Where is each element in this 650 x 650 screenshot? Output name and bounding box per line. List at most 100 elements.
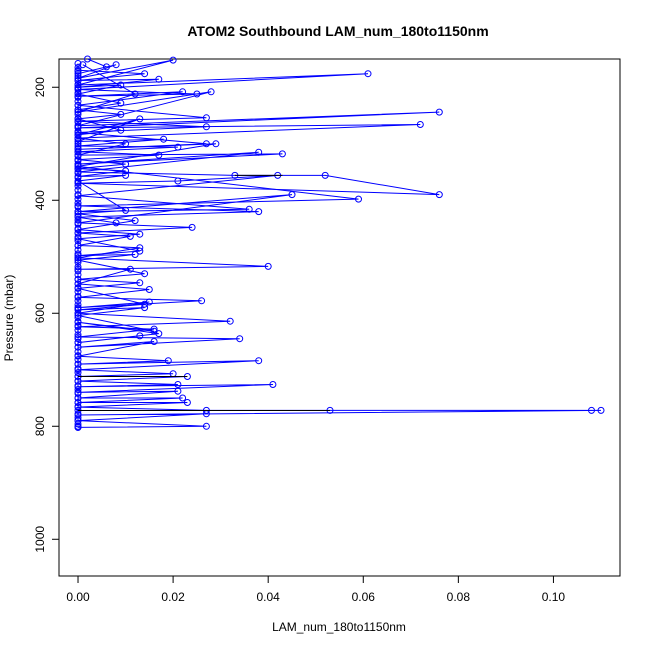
data-point — [74, 226, 82, 234]
data-point — [74, 83, 82, 91]
y-tick-label: 1000 — [33, 526, 47, 553]
data-point — [74, 129, 82, 136]
data-point — [74, 399, 82, 406]
data-point — [141, 300, 149, 308]
plot-frame — [58, 58, 621, 577]
data-point — [74, 173, 82, 180]
data-point — [74, 242, 82, 249]
data-point — [74, 177, 82, 185]
data-point — [74, 101, 82, 109]
x-tick-label: 0.00 — [66, 590, 90, 604]
data-point — [597, 406, 605, 414]
data-point — [84, 55, 91, 63]
data-point — [74, 162, 82, 170]
data-point — [74, 156, 82, 164]
data-point — [145, 286, 153, 293]
data-point — [74, 235, 82, 243]
chart-title: ATOM2 Southbound LAM_num_180to1150nm — [187, 23, 488, 39]
data-point — [74, 339, 82, 347]
data-point — [207, 88, 215, 96]
data-point — [112, 219, 120, 227]
data-point — [183, 399, 191, 406]
data-point — [150, 325, 158, 333]
data-point — [74, 265, 82, 273]
data-point — [364, 70, 372, 78]
data-point — [164, 357, 172, 365]
data-point — [269, 381, 277, 388]
data-point — [141, 304, 149, 312]
data-point — [255, 208, 263, 216]
data-point — [435, 108, 443, 116]
data-point — [74, 160, 82, 168]
data-point — [141, 270, 149, 278]
data-point — [202, 114, 210, 122]
series-line-2 — [76, 69, 178, 344]
data-point — [74, 352, 82, 360]
data-point — [136, 332, 144, 340]
series-line-1 — [77, 64, 602, 428]
data-point — [74, 280, 82, 288]
data-point — [74, 348, 82, 356]
data-point — [188, 223, 196, 231]
y-tick-label: 200 — [33, 77, 47, 97]
data-point — [198, 297, 206, 305]
data-point — [174, 381, 182, 388]
data-point — [74, 108, 82, 116]
data-point — [74, 331, 82, 339]
data-point — [103, 63, 110, 71]
data-point — [74, 131, 82, 139]
data-point — [79, 61, 87, 69]
data-point — [74, 309, 82, 317]
data-point — [74, 314, 82, 322]
y-tick-label: 400 — [33, 190, 47, 210]
data-point — [112, 61, 120, 69]
x-tick-label: 0.02 — [161, 590, 185, 604]
data-point — [202, 422, 210, 430]
x-tick-label: 0.06 — [352, 590, 376, 604]
data-point — [122, 167, 130, 175]
data-point — [136, 115, 144, 123]
data-point — [74, 318, 82, 326]
data-point — [74, 77, 82, 84]
data-point — [212, 140, 220, 148]
data-point — [74, 343, 82, 351]
data-point — [179, 88, 187, 96]
data-point — [74, 192, 82, 200]
data-point — [141, 70, 149, 78]
data-point — [74, 284, 82, 292]
data-point — [435, 191, 443, 199]
y-axis: 200 400 600 800 1000 — [33, 77, 60, 553]
y-tick-label: 800 — [33, 416, 47, 436]
data-point — [74, 86, 82, 93]
data-point — [74, 90, 82, 98]
y-axis-label: Pressure (mbar) — [2, 275, 16, 362]
data-point — [74, 237, 82, 245]
data-point — [74, 301, 82, 309]
data-point — [74, 254, 82, 262]
data-point — [169, 56, 177, 64]
data-point — [131, 217, 139, 225]
data-point — [122, 160, 130, 168]
data-point — [74, 323, 82, 331]
data-point — [236, 335, 244, 343]
data-point — [74, 366, 82, 374]
data-point — [74, 263, 82, 271]
data-point — [264, 262, 272, 270]
data-point — [74, 74, 82, 82]
data-point — [117, 110, 125, 118]
data-point — [74, 117, 82, 125]
data-point — [155, 151, 163, 159]
data-point — [136, 279, 144, 287]
data-point — [136, 247, 144, 255]
data-point — [321, 171, 329, 179]
data-point — [74, 145, 82, 153]
data-point — [416, 121, 424, 128]
data-point — [193, 90, 201, 98]
data-point — [74, 275, 82, 283]
data-point — [179, 394, 187, 402]
data-point — [202, 123, 210, 131]
data-point — [226, 317, 234, 325]
data-point — [74, 258, 82, 266]
x-axis: 0.00 0.02 0.04 0.06 0.08 0.10 — [66, 575, 565, 604]
